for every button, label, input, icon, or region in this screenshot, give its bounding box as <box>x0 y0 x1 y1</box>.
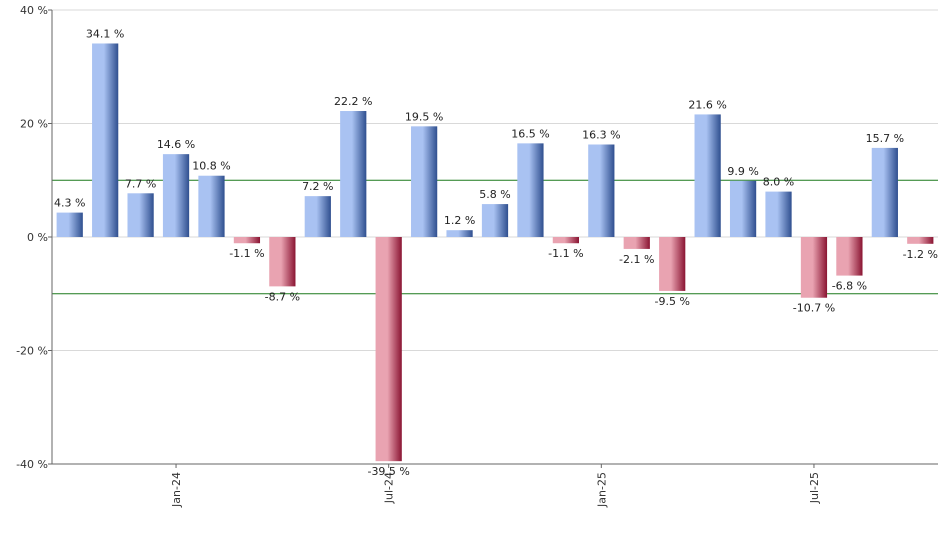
data-label: 16.5 % <box>511 127 549 140</box>
y-tick-label: 40 % <box>20 4 48 17</box>
data-label: 22.2 % <box>334 95 372 108</box>
data-label: 5.8 % <box>479 188 510 201</box>
bar <box>162 154 190 237</box>
bar <box>517 143 544 237</box>
bar <box>446 230 473 237</box>
bar <box>800 237 828 298</box>
data-label: -1.1 % <box>548 247 583 260</box>
data-label: 14.6 % <box>157 138 195 151</box>
data-label: -6.8 % <box>832 280 867 293</box>
bars <box>56 43 934 462</box>
data-label: 7.7 % <box>125 177 156 190</box>
data-label: 7.2 % <box>302 180 333 193</box>
data-label: 34.1 % <box>86 27 124 40</box>
bar <box>127 193 154 237</box>
y-tick-label: -40 % <box>16 458 48 471</box>
data-label: -1.2 % <box>903 248 938 261</box>
bar <box>198 175 225 237</box>
data-label: 21.6 % <box>688 98 726 111</box>
bar <box>269 237 296 287</box>
data-label: 10.8 % <box>192 160 230 173</box>
data-label: 16.3 % <box>582 128 620 141</box>
data-label: -9.5 % <box>654 295 689 308</box>
bar <box>340 111 367 237</box>
data-label: -10.7 % <box>793 302 835 315</box>
x-tick-label: Jul-25 <box>808 472 821 504</box>
bar <box>92 43 119 237</box>
data-label: -39.5 % <box>367 465 409 478</box>
data-label: 19.5 % <box>405 110 443 123</box>
bar <box>481 204 509 237</box>
x-tick-label: Jul-24 <box>383 472 396 504</box>
bar <box>375 237 402 462</box>
y-tick-label: 0 % <box>27 231 48 244</box>
bar <box>729 180 757 237</box>
data-labels: 4.3 % 34.1 % 7.7 % 14.6 % 10.8 % -1.1 % -8.7 %… <box>54 27 938 478</box>
bar <box>765 191 792 237</box>
bar <box>836 237 863 276</box>
bar <box>588 144 615 237</box>
x-tick-label: Jan-25 <box>595 472 608 508</box>
data-label: 8.0 % <box>763 176 794 189</box>
bar <box>907 237 934 244</box>
data-label: -1.1 % <box>229 247 264 260</box>
bar <box>623 237 650 249</box>
x-tick-label: Jan-24 <box>170 472 183 508</box>
data-label: 15.7 % <box>866 132 904 145</box>
y-tick-label: -20 % <box>16 345 48 358</box>
bar <box>304 196 331 237</box>
data-label: 4.3 % <box>54 197 85 210</box>
axes: 40 % 20 % 0 % -20 % -40 % Jan-24 Jul-24 Jan-25 J… <box>16 4 938 508</box>
data-label: -8.7 % <box>265 290 300 303</box>
data-label: 1.2 % <box>444 214 475 227</box>
data-label: 9.9 % <box>727 165 758 178</box>
y-tick-label: 20 % <box>20 118 48 131</box>
bar <box>871 147 898 237</box>
bar <box>233 237 261 244</box>
bar <box>56 212 83 237</box>
bar <box>411 126 438 237</box>
bar <box>659 237 686 291</box>
data-label: -2.1 % <box>619 253 654 266</box>
bar <box>552 237 579 244</box>
bar <box>694 114 721 237</box>
